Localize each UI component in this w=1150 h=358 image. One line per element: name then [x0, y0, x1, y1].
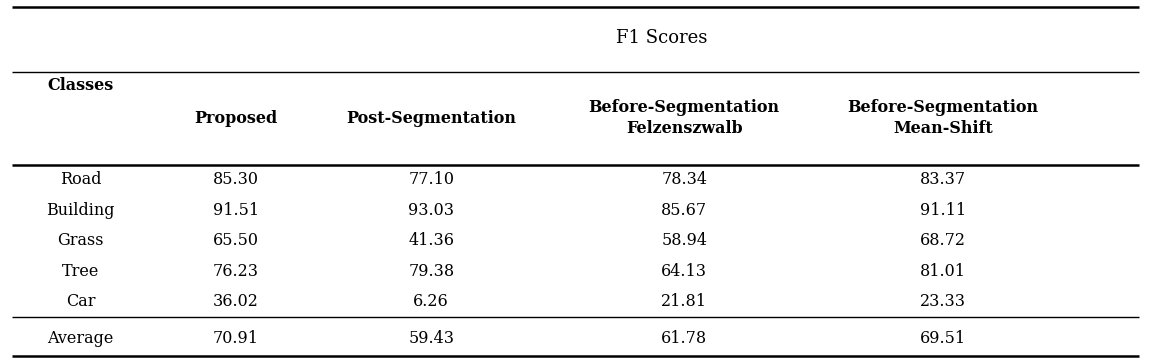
Text: 64.13: 64.13: [661, 263, 707, 280]
Text: 77.10: 77.10: [408, 171, 454, 188]
Text: Before-Segmentation
Felzenszwalb: Before-Segmentation Felzenszwalb: [589, 99, 780, 137]
Text: 78.34: 78.34: [661, 171, 707, 188]
Text: 81.01: 81.01: [920, 263, 966, 280]
Text: 85.67: 85.67: [661, 202, 707, 219]
Text: 41.36: 41.36: [408, 232, 454, 249]
Text: Proposed: Proposed: [194, 110, 277, 127]
Text: 76.23: 76.23: [213, 263, 259, 280]
Text: Classes: Classes: [47, 77, 114, 95]
Text: 23.33: 23.33: [920, 293, 966, 310]
Text: Road: Road: [60, 171, 101, 188]
Text: Post-Segmentation: Post-Segmentation: [346, 110, 516, 127]
Text: F1 Scores: F1 Scores: [615, 29, 707, 47]
Text: 83.37: 83.37: [920, 171, 966, 188]
Text: 70.91: 70.91: [213, 330, 259, 347]
Text: 69.51: 69.51: [920, 330, 966, 347]
Text: 91.11: 91.11: [920, 202, 966, 219]
Text: Before-Segmentation
Mean-Shift: Before-Segmentation Mean-Shift: [848, 99, 1038, 137]
Text: 36.02: 36.02: [213, 293, 259, 310]
Text: 85.30: 85.30: [213, 171, 259, 188]
Text: Car: Car: [66, 293, 95, 310]
Text: 93.03: 93.03: [408, 202, 454, 219]
Text: Average: Average: [47, 330, 114, 347]
Text: 6.26: 6.26: [413, 293, 450, 310]
Text: 79.38: 79.38: [408, 263, 454, 280]
Text: 68.72: 68.72: [920, 232, 966, 249]
Text: 65.50: 65.50: [213, 232, 259, 249]
Text: 61.78: 61.78: [661, 330, 707, 347]
Text: Building: Building: [46, 202, 115, 219]
Text: 21.81: 21.81: [661, 293, 707, 310]
Text: 91.51: 91.51: [213, 202, 259, 219]
Text: Tree: Tree: [62, 263, 99, 280]
Text: Grass: Grass: [58, 232, 104, 249]
Text: 58.94: 58.94: [661, 232, 707, 249]
Text: 59.43: 59.43: [408, 330, 454, 347]
